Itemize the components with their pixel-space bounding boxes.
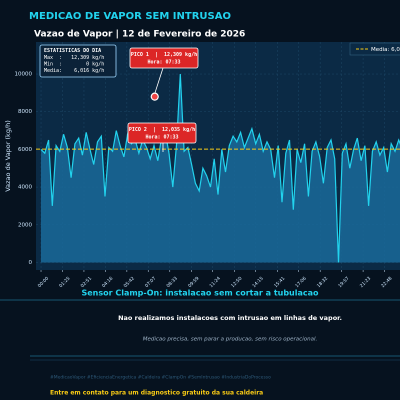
annotation-text: PICO 2 | 12,035 kg/h <box>129 127 195 133</box>
annotation-subtext: Hora: 07:33 <box>145 135 178 141</box>
annotation-box <box>127 122 197 144</box>
hashtags: #MedicaoVapor #EficienciaEnergetica #Cal… <box>50 375 271 381</box>
y-tick-label: 0 <box>29 260 33 266</box>
peak-marker <box>150 92 159 101</box>
footer-headline: Sensor Clamp-On: instalacao sem cortar a… <box>81 289 319 298</box>
line <box>40 73 400 263</box>
annotation-subtext: Hora: 07:33 <box>147 60 180 66</box>
y-axis-label: Vazao de Vapor (kg/h) <box>4 120 12 192</box>
y-tick-label: 2000 <box>18 222 32 228</box>
y-tick-label: 4000 <box>18 185 32 191</box>
stats-title: ESTATISTICAS DO DIA <box>44 48 101 54</box>
stats-line: Media: 6,016 kg/h <box>44 68 104 74</box>
call-to-action: Entre em contato para um diagnostico gra… <box>50 390 263 397</box>
stats-line: Max : 12,309 kg/h <box>44 55 104 61</box>
legend-label: Media: 6,016 kg/h <box>371 47 400 53</box>
annotation-text: PICO 1 | 12,309 kg/h <box>131 52 197 58</box>
stats-box <box>39 44 117 78</box>
footer-tagline: Medicao precisa, sem parar a producao, s… <box>143 337 318 343</box>
y-tick-label: 6000 <box>18 147 32 153</box>
stats-line: Min : 0 kg/h <box>44 62 104 68</box>
y-tick-label: 8000 <box>18 109 32 115</box>
annotation-box <box>129 47 199 69</box>
chart-title: Vazao de Vapor | 12 de Fevereiro de 2026 <box>34 30 245 40</box>
y-tick-label: 10000 <box>15 72 33 78</box>
legend-box <box>349 42 400 56</box>
page-title: MEDICAO DE VAPOR SEM INTRUSAO <box>29 11 231 22</box>
footer-statement: Nao realizamos instalacoes com intrusao … <box>118 314 342 322</box>
annotation-arrow <box>154 67 164 94</box>
